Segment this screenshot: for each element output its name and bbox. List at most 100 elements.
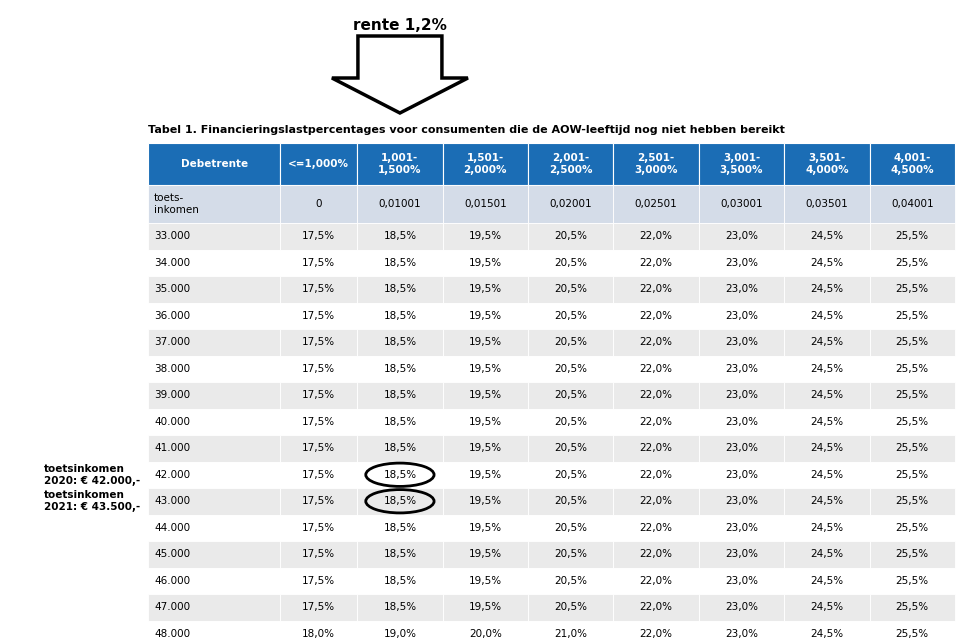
Text: 1,501-
2,000%: 1,501- 2,000%: [463, 153, 507, 175]
Text: 24,5%: 24,5%: [810, 311, 844, 321]
Text: 17,5%: 17,5%: [302, 364, 335, 374]
Text: 17,5%: 17,5%: [302, 549, 335, 559]
Text: rente 1,2%: rente 1,2%: [353, 18, 447, 33]
Text: 18,5%: 18,5%: [383, 311, 416, 321]
Text: 22,0%: 22,0%: [640, 523, 673, 533]
Text: 24,5%: 24,5%: [810, 602, 844, 612]
Bar: [613, 355, 699, 382]
Bar: [870, 382, 955, 408]
Text: 24,5%: 24,5%: [810, 417, 844, 427]
Text: 20,5%: 20,5%: [554, 523, 587, 533]
Text: 18,5%: 18,5%: [383, 576, 416, 586]
Bar: [148, 303, 281, 329]
Bar: [699, 408, 784, 435]
Text: 18,5%: 18,5%: [383, 231, 416, 242]
Text: 25,5%: 25,5%: [896, 602, 929, 612]
Text: 20,0%: 20,0%: [469, 629, 502, 639]
Text: 19,5%: 19,5%: [469, 311, 502, 321]
Text: 18,5%: 18,5%: [383, 284, 416, 294]
Text: 19,0%: 19,0%: [383, 629, 416, 639]
Bar: [528, 303, 613, 329]
Text: 46.000: 46.000: [154, 576, 190, 586]
Bar: [699, 515, 784, 541]
Text: 22,0%: 22,0%: [640, 602, 673, 612]
Text: 25,5%: 25,5%: [896, 443, 929, 453]
Text: 23,0%: 23,0%: [725, 417, 758, 427]
Text: 43.000: 43.000: [154, 497, 190, 506]
Bar: [148, 382, 281, 408]
Bar: [528, 515, 613, 541]
Bar: [870, 276, 955, 303]
Text: 22,0%: 22,0%: [640, 311, 673, 321]
Text: 25,5%: 25,5%: [896, 231, 929, 242]
Text: 17,5%: 17,5%: [302, 469, 335, 480]
Bar: [784, 515, 870, 541]
Text: 44.000: 44.000: [154, 523, 190, 533]
Bar: [870, 462, 955, 488]
Bar: [784, 621, 870, 644]
Text: <=1,000%: <=1,000%: [288, 159, 349, 169]
Text: 25,5%: 25,5%: [896, 284, 929, 294]
Bar: [613, 435, 699, 462]
Bar: [699, 355, 784, 382]
Text: 24,5%: 24,5%: [810, 443, 844, 453]
Text: 23,0%: 23,0%: [725, 443, 758, 453]
Text: 37.000: 37.000: [154, 337, 190, 347]
Text: 19,5%: 19,5%: [469, 497, 502, 506]
Bar: [148, 185, 281, 223]
Bar: [443, 541, 528, 567]
Text: 24,5%: 24,5%: [810, 231, 844, 242]
Text: 22,0%: 22,0%: [640, 443, 673, 453]
Text: 17,5%: 17,5%: [302, 231, 335, 242]
Bar: [148, 621, 281, 644]
Text: 25,5%: 25,5%: [896, 417, 929, 427]
Bar: [613, 408, 699, 435]
Bar: [443, 488, 528, 515]
Bar: [528, 223, 613, 249]
Bar: [870, 567, 955, 594]
Bar: [357, 621, 443, 644]
Bar: [784, 249, 870, 276]
Text: 24,5%: 24,5%: [810, 576, 844, 586]
Text: 19,5%: 19,5%: [469, 549, 502, 559]
Text: 20,5%: 20,5%: [554, 311, 587, 321]
Text: 25,5%: 25,5%: [896, 469, 929, 480]
Text: 20,5%: 20,5%: [554, 284, 587, 294]
Bar: [281, 143, 357, 185]
Bar: [443, 143, 528, 185]
Bar: [443, 594, 528, 621]
Text: 18,5%: 18,5%: [383, 549, 416, 559]
Bar: [784, 276, 870, 303]
Bar: [443, 515, 528, 541]
Bar: [281, 303, 357, 329]
Text: 24,5%: 24,5%: [810, 364, 844, 374]
Text: 0: 0: [315, 199, 322, 209]
Text: 20,5%: 20,5%: [554, 497, 587, 506]
Bar: [443, 355, 528, 382]
Text: 24,5%: 24,5%: [810, 523, 844, 533]
Bar: [870, 541, 955, 567]
Bar: [357, 223, 443, 249]
Text: 23,0%: 23,0%: [725, 549, 758, 559]
Bar: [148, 515, 281, 541]
Bar: [357, 329, 443, 355]
Text: 24,5%: 24,5%: [810, 497, 844, 506]
Bar: [357, 594, 443, 621]
Bar: [870, 185, 955, 223]
Text: 18,5%: 18,5%: [383, 417, 416, 427]
Bar: [870, 408, 955, 435]
Text: 17,5%: 17,5%: [302, 576, 335, 586]
Bar: [148, 355, 281, 382]
Bar: [699, 621, 784, 644]
Text: 18,5%: 18,5%: [383, 602, 416, 612]
Bar: [613, 329, 699, 355]
Text: 22,0%: 22,0%: [640, 364, 673, 374]
Bar: [443, 303, 528, 329]
Text: 17,5%: 17,5%: [302, 284, 335, 294]
Text: 33.000: 33.000: [154, 231, 190, 242]
Bar: [528, 435, 613, 462]
Bar: [528, 276, 613, 303]
Bar: [357, 541, 443, 567]
Text: 2,501-
3,000%: 2,501- 3,000%: [634, 153, 678, 175]
Bar: [281, 382, 357, 408]
